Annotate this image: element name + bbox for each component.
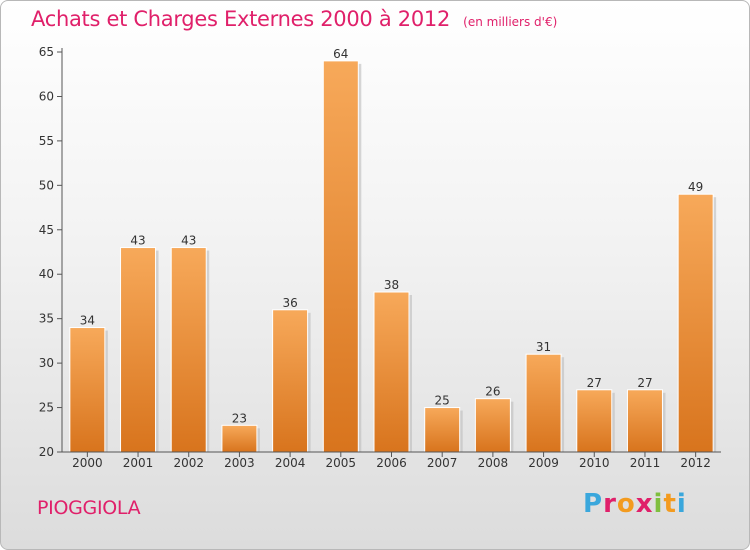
data-label: 64: [333, 47, 348, 61]
bar-2008[interactable]: [474, 398, 511, 453]
data-label: 27: [587, 376, 602, 390]
data-label: 27: [637, 376, 652, 390]
bar-2000[interactable]: [69, 327, 106, 453]
data-label: 38: [384, 278, 399, 292]
data-label: 25: [435, 394, 450, 408]
bars-layer: [69, 60, 717, 453]
data-label: 34: [80, 314, 95, 328]
y-tick-label: 50: [39, 178, 54, 192]
data-label: 43: [130, 234, 145, 248]
bar-2006[interactable]: [373, 291, 410, 453]
x-tick-label: 2001: [123, 456, 154, 470]
bar-2002[interactable]: [170, 247, 207, 453]
bar-group: [221, 424, 260, 453]
y-tick-label: 60: [39, 89, 54, 103]
bar-group: [474, 398, 514, 453]
x-tick-label: 2012: [680, 456, 711, 470]
y-tick-label: 35: [39, 312, 54, 326]
x-tick-label: 2010: [579, 456, 610, 470]
y-tick-label: 20: [39, 445, 54, 459]
bar-2010[interactable]: [576, 389, 613, 453]
axes-layer: 20 25 30 35 40 45 50 55 60 65 2000 2001 2002 2003 2004…: [39, 45, 721, 470]
data-label: 31: [536, 340, 551, 354]
x-tick-label: 2011: [630, 456, 661, 470]
logo-letter: x: [635, 489, 654, 519]
bar-group: [525, 353, 565, 453]
x-tick-label: 2006: [376, 456, 407, 470]
x-tick-label: 2005: [326, 456, 357, 470]
bar-group: [373, 291, 412, 453]
y-tick-label: 55: [39, 134, 54, 148]
logo-letter: i: [653, 489, 664, 519]
y-tick-label: 30: [39, 356, 54, 370]
logo-letter: o: [616, 489, 636, 519]
bar-2001[interactable]: [120, 247, 157, 453]
y-tick-label: 40: [39, 267, 54, 281]
x-tick-label: 2008: [478, 456, 509, 470]
bar-group: [424, 407, 463, 453]
x-tick-label: 2002: [173, 456, 204, 470]
bar-2011[interactable]: [626, 389, 663, 453]
bar-2004[interactable]: [272, 309, 309, 453]
bar-group: [322, 60, 362, 453]
y-tick-label: 45: [39, 223, 54, 237]
bar-group: [170, 247, 210, 453]
chart-title: Achats et Charges Externes 2000 à 2012: [31, 7, 451, 31]
bar-2003[interactable]: [221, 424, 258, 453]
logo-letter: P: [583, 489, 604, 519]
bar-2012[interactable]: [677, 193, 714, 453]
logo-letter: r: [603, 489, 617, 519]
bar-2005[interactable]: [322, 60, 359, 453]
bar-group: [626, 389, 666, 453]
bar-group: [120, 247, 159, 453]
y-tick-label: 65: [39, 45, 54, 59]
y-tick-label: 25: [39, 401, 54, 415]
labels-layer: 34 43 43 23 36 64 38 25 26 31 27 27 49: [80, 47, 704, 425]
bar-2009[interactable]: [525, 353, 562, 453]
commune-name: PIOGGIOLA: [37, 497, 141, 519]
bar-group: [69, 327, 108, 453]
data-label: 36: [282, 296, 297, 310]
x-tick-label: 2007: [427, 456, 458, 470]
title-row: Achats et Charges Externes 2000 à 2012 (…: [31, 7, 557, 31]
data-label: 43: [181, 234, 196, 248]
x-tick-label: 2000: [72, 456, 103, 470]
logo-letter: t: [663, 489, 677, 519]
bar-group: [576, 389, 615, 453]
proxiti-logo[interactable]: Proxiti: [583, 489, 687, 519]
x-tick-label: 2003: [224, 456, 255, 470]
data-label: 49: [688, 180, 703, 194]
chart-unit: (en milliers d'€): [463, 15, 558, 29]
bar-2007[interactable]: [424, 407, 461, 453]
data-label: 23: [232, 411, 247, 425]
logo-letter: i: [676, 489, 687, 519]
bar-group: [272, 309, 311, 453]
data-label: 26: [485, 385, 500, 399]
x-tick-label: 2009: [528, 456, 559, 470]
bar-group: [677, 193, 717, 453]
x-tick-label: 2004: [275, 456, 306, 470]
